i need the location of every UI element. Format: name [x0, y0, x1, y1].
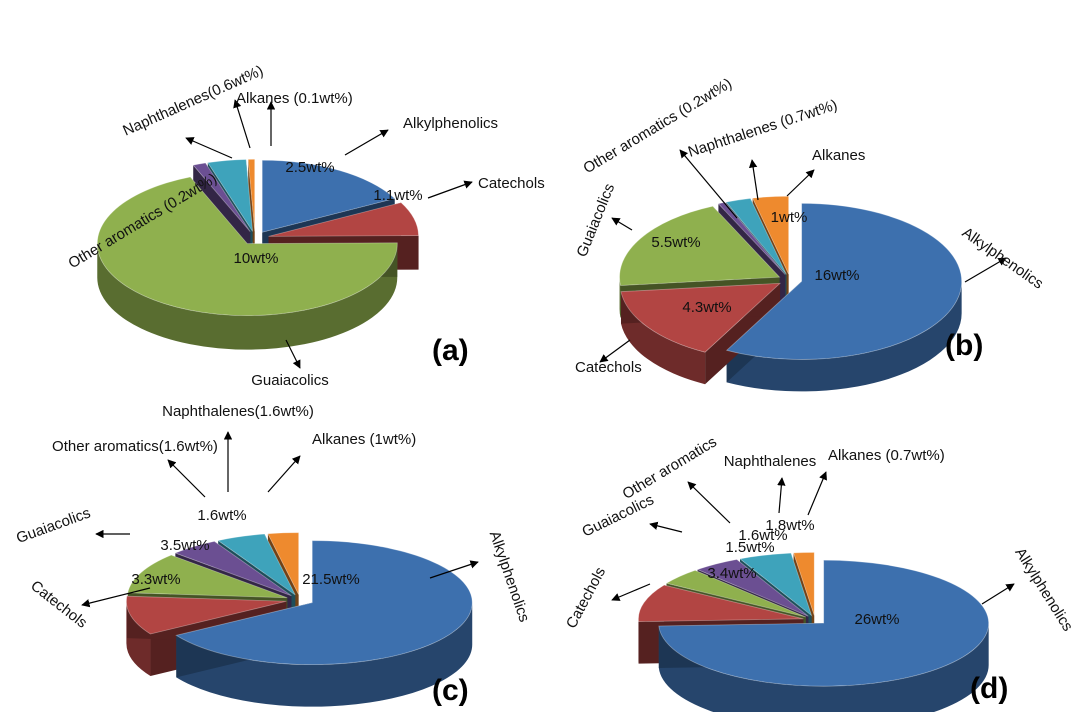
arrow-alkylphenolics — [981, 583, 1015, 605]
category-label-alkylphenolics: Alkylphenolics — [959, 224, 1047, 292]
slice-alkylphenolics — [261, 159, 396, 233]
slice-other-aromatics — [717, 201, 786, 275]
category-label-guaiacolics: Guaiacolics — [573, 181, 618, 259]
value-label-other-aromatics: 1.6wt% — [738, 527, 787, 544]
category-label-catechols: Catechols — [478, 175, 545, 192]
slice-wall-alkylphenolics — [176, 602, 473, 707]
category-label-alkanes: Alkanes — [812, 147, 865, 164]
slice-wall-guaiacolics — [97, 243, 398, 350]
slice-other-aromatics — [696, 559, 809, 617]
value-label-alkylphenolics: 21.5wt% — [302, 571, 360, 588]
arrow-other-aromatics — [185, 137, 233, 159]
slice-alkylphenolics — [658, 559, 990, 687]
value-label-catechols: 3.3wt% — [131, 571, 180, 588]
category-label-naphthalenes: Naphthalenes(1.6wt%) — [162, 403, 314, 420]
arrow-naphthalenes — [777, 477, 786, 514]
arrow-other-aromatics — [687, 481, 731, 524]
category-label-alkylphenolics: Alkylphenolics — [1011, 545, 1073, 635]
arrow-guaiacolics — [285, 339, 301, 369]
value-label-other-aromatics: 1.6wt% — [197, 507, 246, 524]
slice-guaiacolics — [96, 176, 398, 316]
pie-a: 2.5wt% 1.1wt% 10wt% Alkylphenolics Catechols… — [65, 62, 544, 389]
slice-catechols — [268, 202, 419, 237]
pie-b: 16wt% 4.3wt% 5.5wt% 1wt% Alkylphenolics Catec… — [573, 75, 1047, 392]
arrow-guaiacolics — [649, 521, 683, 533]
category-label-guaiacolics: Guaiacolics — [579, 491, 656, 540]
value-label-alkylphenolics: 26wt% — [854, 611, 899, 628]
arrow-alkylphenolics — [429, 560, 479, 579]
panel-letter: (a) — [432, 334, 469, 367]
slice-alkylphenolics — [725, 203, 963, 360]
category-label-other-aromatics: Other aromatics (0.2wt%) — [580, 75, 735, 177]
value-label-alkylphenolics: 16wt% — [814, 267, 859, 284]
category-label-alkanes: Alkanes (0.1wt%) — [236, 90, 353, 107]
category-label-alkylphenolics: Alkylphenolics — [486, 529, 533, 624]
category-label-guaiacolics: Guaiacolics — [14, 505, 93, 547]
value-label-alkanes: 1wt% — [771, 209, 808, 226]
arrow-catechols — [599, 339, 631, 363]
arrow-alkanes — [267, 455, 301, 493]
slice-catechols — [126, 595, 287, 635]
value-label-catechols: 3.4wt% — [707, 565, 756, 582]
value-label-alkylphenolics: 2.5wt% — [285, 159, 334, 176]
slice-face-alkanes — [248, 159, 255, 266]
pie-d: 26wt% 3.4wt% 1.5wt%1.6wt%1.8wt% Alkylphenol… — [563, 433, 1073, 712]
slice-wall-catechols — [620, 291, 706, 385]
panel-letter: (b) — [945, 329, 983, 362]
slice-alkanes — [793, 552, 815, 616]
slice-other-aromatics — [192, 162, 251, 232]
category-label-alkanes: Alkanes (0.7wt%) — [828, 447, 945, 464]
value-label-naphthalenes: 1.8wt% — [765, 517, 814, 534]
slice-naphthalenes — [725, 197, 787, 275]
arrow-catechols — [81, 587, 151, 608]
slice-alkanes — [267, 532, 300, 595]
slice-wall-alkylphenolics — [658, 623, 989, 712]
category-label-alkylphenolics: Alkylphenolics — [403, 115, 498, 132]
slice-naphthalenes — [207, 159, 253, 232]
category-label-catechols: Catechols — [563, 564, 609, 631]
arrow-catechols — [427, 180, 473, 199]
arrow-alkanes — [807, 471, 827, 516]
arrow-alkylphenolics — [964, 257, 1007, 283]
slice-guaiacolics — [665, 569, 806, 618]
value-label-guaiacolics: 10wt% — [233, 250, 278, 267]
value-label-catechols: 4.3wt% — [682, 299, 731, 316]
value-label-guaiacolics: 5.5wt% — [651, 234, 700, 251]
category-label-guaiacolics: Guaiacolics — [251, 372, 329, 389]
value-label-guaiacolics: 1.5wt% — [725, 539, 774, 556]
arrow-guaiacolics — [611, 217, 633, 231]
category-label-catechols: Catechols — [575, 359, 642, 376]
slice-naphthalenes — [217, 533, 296, 596]
category-label-other-aromatics: Other aromatics — [620, 433, 720, 503]
arrow-other-aromatics — [679, 149, 738, 219]
slice-other-aromatics — [174, 540, 292, 597]
category-label-naphthalenes: Naphthalenes — [724, 453, 817, 470]
slice-alkanes — [247, 158, 256, 232]
category-label-catechols: Catechols — [27, 577, 90, 631]
slice-wall-alkylphenolics — [726, 281, 962, 392]
category-label-other-aromatics: Other aromatics(1.6wt%) — [52, 438, 218, 455]
arrow-other-aromatics — [167, 459, 206, 498]
arrow-naphthalenes — [748, 159, 759, 201]
panel-letter: (c) — [432, 674, 469, 707]
arrow-naphthalenes — [233, 99, 251, 149]
value-label-guaiacolics: 3.5wt% — [160, 537, 209, 554]
slice-alkylphenolics — [175, 540, 473, 666]
slice-alkanes — [752, 195, 790, 275]
slice-guaiacolics — [619, 205, 781, 286]
value-label-catechols: 1.1wt% — [373, 187, 422, 204]
pie-c: 21.5wt% 3.3wt% 3.5wt% 1.6wt% Alkylphenolics C… — [14, 403, 533, 707]
arrow-alkanes — [786, 169, 815, 197]
slice-naphthalenes — [739, 552, 813, 617]
panel-letter: (d) — [970, 672, 1008, 705]
category-label-alkanes: Alkanes (1wt%) — [312, 431, 416, 448]
arrow-catechols — [611, 583, 651, 601]
slice-catechols — [638, 584, 804, 623]
slice-wall-guaiacolics — [619, 277, 621, 318]
slice-guaiacolics — [127, 554, 288, 599]
slice-catechols — [620, 282, 782, 353]
arrow-alkylphenolics — [344, 129, 389, 156]
